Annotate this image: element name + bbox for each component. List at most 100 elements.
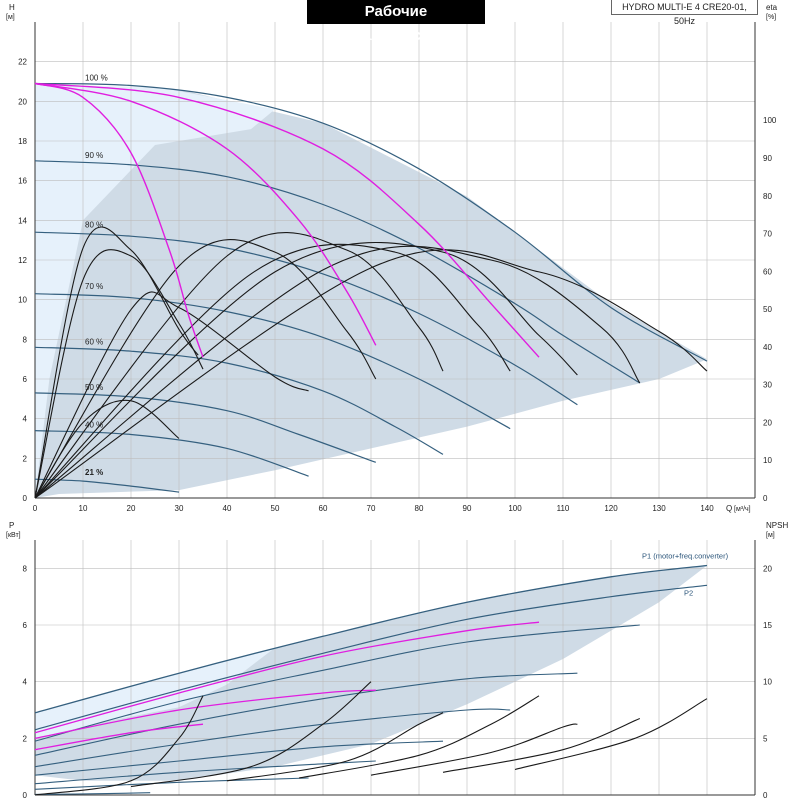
speed-label: 70 % <box>85 282 103 291</box>
speed-label: 40 % <box>85 421 103 430</box>
x-tick-label: 50 <box>271 504 280 513</box>
y-left-tick-label: 10 <box>18 296 27 305</box>
y-left-tick-label: 0 <box>23 494 28 503</box>
y-left-axis-label: P <box>9 521 14 530</box>
x-axis-unit: [м³/ч] <box>734 506 751 513</box>
x-tick-label: 90 <box>463 504 472 513</box>
y-left-axis-unit: [м] <box>6 14 15 21</box>
npsh-curve <box>514 698 708 771</box>
y-left-tick-label: 2 <box>23 454 28 463</box>
y-right-axis-unit: [%] <box>766 14 776 21</box>
speed-label: 60 % <box>85 337 103 346</box>
x-axis-label: Q <box>726 504 732 513</box>
y-left-tick-label: 14 <box>18 216 27 225</box>
y-right-axis-label: NPSH <box>766 521 788 530</box>
power-curve <box>34 708 511 768</box>
x-tick-label: 20 <box>127 504 136 513</box>
npsh-curve <box>130 681 372 788</box>
power-curve <box>34 624 640 742</box>
y-right-tick-label: 30 <box>763 381 772 390</box>
x-tick-label: 140 <box>700 504 714 513</box>
y-right-tick-label: 5 <box>763 734 768 743</box>
npsh-curve <box>226 712 444 782</box>
speed-curve <box>34 392 377 463</box>
y-right-tick-label: 40 <box>763 343 772 352</box>
y-right-axis-unit: [м] <box>766 532 775 539</box>
p2-curve <box>34 584 708 731</box>
p1-curve <box>34 564 708 714</box>
y-right-tick-label: 10 <box>763 678 772 687</box>
highlight-curve <box>34 82 377 346</box>
product-label: HYDRO MULTI-E 4 CRE20-01, 50Hz <box>611 0 758 26</box>
power-curve <box>34 760 376 785</box>
y-right-tick-label: 20 <box>763 418 772 427</box>
y-right-tick-label: 15 <box>763 621 772 630</box>
x-tick-label: 60 <box>319 504 328 513</box>
highlight-curve <box>34 82 204 358</box>
y-left-tick-label: 4 <box>23 415 28 424</box>
y-right-tick-label: 0 <box>763 494 768 503</box>
speed-curve <box>34 430 309 477</box>
speed-label: 80 % <box>85 220 103 229</box>
y-left-tick-label: 4 <box>23 678 28 687</box>
y-left-tick-label: 8 <box>23 335 28 344</box>
y-left-tick-label: 6 <box>23 375 28 384</box>
y-right-tick-label: 50 <box>763 305 772 314</box>
npsh-curve <box>34 695 204 796</box>
y-right-tick-label: 0 <box>763 791 768 800</box>
highlight-power-curve <box>34 621 540 734</box>
y-left-axis-label: H <box>9 3 15 12</box>
chart-title: Рабочие характеристики <box>307 0 485 44</box>
y-right-tick-label: 20 <box>763 564 772 573</box>
power-curve <box>34 777 309 790</box>
y-left-tick-label: 8 <box>23 564 28 573</box>
y-right-tick-label: 10 <box>763 456 772 465</box>
y-left-tick-label: 12 <box>18 256 27 265</box>
x-tick-label: 120 <box>604 504 618 513</box>
x-tick-label: 130 <box>652 504 666 513</box>
y-right-tick-label: 100 <box>763 116 777 125</box>
speed-curve <box>34 293 511 430</box>
x-tick-label: 70 <box>367 504 376 513</box>
x-tick-label: 0 <box>33 504 38 513</box>
system-curve <box>34 249 708 499</box>
highlight-curve <box>34 82 540 358</box>
y-right-axis-label: eta <box>766 3 778 12</box>
y-left-tick-label: 0 <box>23 791 28 800</box>
npsh-curve <box>370 723 578 776</box>
y-left-tick-label: 18 <box>18 137 27 146</box>
speed-curve <box>34 231 578 406</box>
y-left-tick-label: 20 <box>18 97 27 106</box>
system-curve <box>34 232 444 499</box>
speed-curve <box>34 160 641 384</box>
x-tick-label: 10 <box>79 504 88 513</box>
y-left-tick-label: 16 <box>18 177 27 186</box>
y-right-tick-label: 80 <box>763 192 772 201</box>
speed-label: 50 % <box>85 383 103 392</box>
highlight-power-curve <box>34 723 204 751</box>
y-left-tick-label: 6 <box>23 621 28 630</box>
speed-curve <box>34 82 708 362</box>
head-curve-panel: 0 2 4 6 8 10 12 14 16 18 20 22 0 10 20 30 40 50 60 70 80 90 10… <box>6 3 778 513</box>
power-curve <box>34 740 444 776</box>
speed-label: 100 % <box>85 74 108 83</box>
power-curve-panel: 0 2 4 6 8 0 5 10 15 20 P [кВт] NPSH [м] P1 (motor+freq… <box>6 521 788 800</box>
y-right-tick-label: 60 <box>763 267 772 276</box>
x-tick-label: 100 <box>508 504 522 513</box>
x-tick-label: 80 <box>415 504 424 513</box>
p2-annotation: P2 <box>684 588 693 597</box>
speed-curve <box>34 346 444 455</box>
system-curve <box>34 245 641 499</box>
system-curve <box>34 226 199 499</box>
y-right-tick-label: 70 <box>763 230 772 239</box>
highlight-power-curve <box>34 689 376 739</box>
system-curve <box>34 291 309 499</box>
y-right-tick-label: 90 <box>763 154 772 163</box>
y-left-tick-label: 22 <box>18 58 27 67</box>
y-left-tick-label: 2 <box>23 734 28 743</box>
envelope-light <box>35 83 275 498</box>
npsh-curve <box>442 717 641 773</box>
speed-label: 90 % <box>85 151 103 160</box>
